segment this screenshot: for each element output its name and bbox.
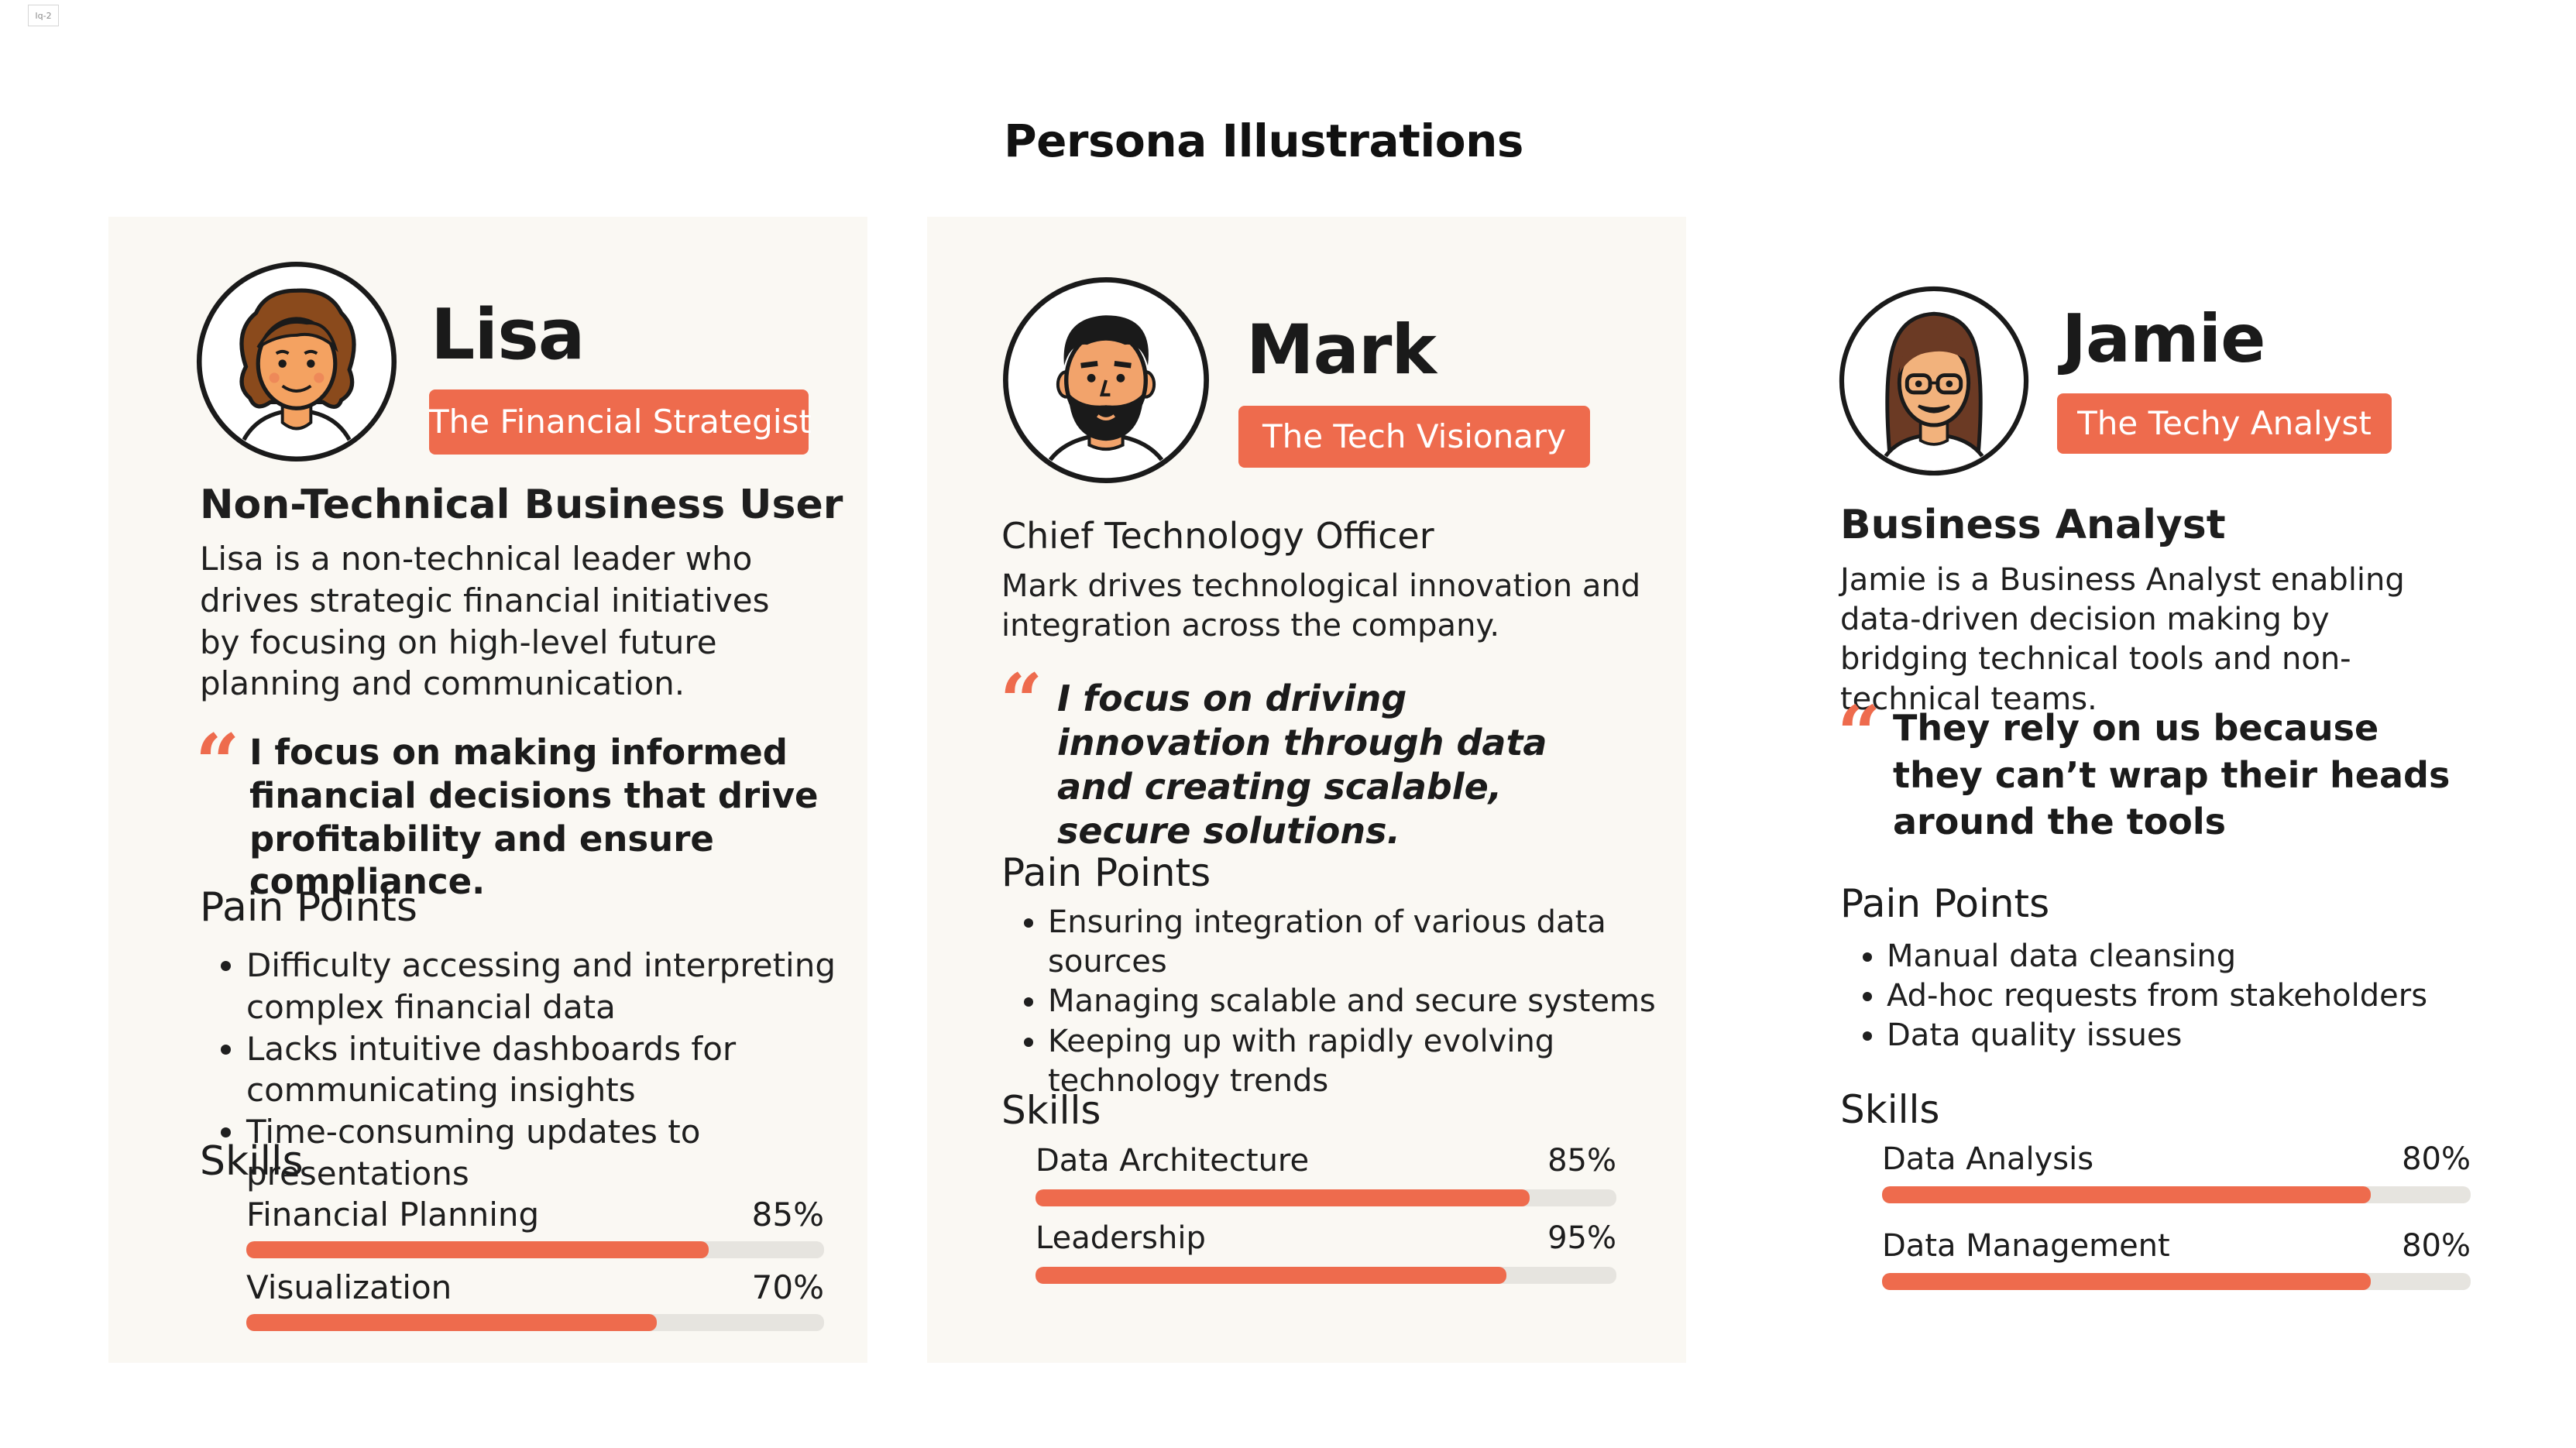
persona-role: Chief Technology Officer — [1001, 515, 1434, 557]
pain-point-item: Keeping up with rapidly evolving technol… — [1048, 1022, 1698, 1101]
pain-points-list: Manual data cleansing Ad-hoc requests fr… — [1840, 937, 2506, 1056]
skill-progress-bar — [1036, 1267, 1616, 1284]
pain-point-item: Managing scalable and secure systems — [1048, 982, 1698, 1021]
skill-progress-bar — [1882, 1186, 2471, 1203]
skill-label: Visualization — [246, 1268, 452, 1306]
skill-leadership: Leadership 95% — [1036, 1220, 1616, 1284]
skill-progress-bar — [246, 1241, 824, 1258]
skill-label: Data Architecture — [1036, 1143, 1309, 1179]
quote-icon: “ — [195, 724, 240, 801]
quote-icon: “ — [1000, 664, 1042, 739]
skills-title: Skills — [1001, 1088, 1101, 1133]
skill-progress-bar — [246, 1314, 824, 1331]
pain-point-item: Ad-hoc requests from stakeholders — [1887, 976, 2506, 1016]
skills-title: Skills — [1840, 1087, 1939, 1132]
persona-card-jamie: Jamie The Techy Analyst Business Analyst… — [1749, 217, 2508, 1363]
pain-point-item: Ensuring integration of various data sou… — [1048, 903, 1698, 982]
pain-points-title: Pain Points — [200, 884, 417, 931]
skill-percent: 80% — [2402, 1228, 2471, 1264]
page-title: Persona Illustrations — [0, 115, 2527, 167]
persona-description: Jamie is a Business Analyst enabling dat… — [1840, 561, 2460, 719]
skill-label: Leadership — [1036, 1220, 1206, 1256]
skill-financial-planning: Financial Planning 85% — [246, 1196, 824, 1258]
persona-quote: They rely on us because they can’t wrap … — [1893, 705, 2451, 846]
skill-progress-fill — [1882, 1273, 2371, 1290]
pain-point-item: Lacks intuitive dashboards for communica… — [246, 1028, 897, 1112]
pain-points-list: Difficulty accessing and interpreting co… — [200, 945, 897, 1195]
pain-points-title: Pain Points — [1001, 850, 1211, 895]
skill-progress-fill — [1036, 1189, 1530, 1206]
persona-quote: I focus on making informed financial dec… — [249, 731, 861, 904]
skills-title: Skills — [200, 1138, 304, 1185]
pain-points-list: Ensuring integration of various data sou… — [1001, 903, 1698, 1101]
persona-description: Mark drives technological innovation and… — [1001, 567, 1644, 646]
persona-card-mark: Mark The Tech Visionary Chief Technology… — [927, 217, 1686, 1363]
pain-point-item: Difficulty accessing and interpreting co… — [246, 945, 897, 1028]
skill-progress-fill — [246, 1314, 657, 1331]
skill-percent: 70% — [752, 1268, 824, 1306]
skill-data-management: Data Management 80% — [1882, 1228, 2471, 1290]
skill-label: Financial Planning — [246, 1196, 539, 1234]
persona-quote: I focus on driving innovation through da… — [1057, 677, 1615, 853]
skill-progress-bar — [1882, 1273, 2471, 1290]
skill-progress-bar — [1036, 1189, 1616, 1206]
pain-point-item: Data quality issues — [1887, 1016, 2506, 1055]
persona-role: Business Analyst — [1840, 502, 2226, 548]
pain-point-item: Manual data cleansing — [1887, 937, 2506, 976]
skill-visualization: Visualization 70% — [246, 1268, 824, 1331]
skill-percent: 85% — [1547, 1143, 1616, 1179]
quote-icon: “ — [1837, 697, 1880, 773]
woman-glasses-avatar-icon — [1838, 285, 2030, 477]
skill-percent: 80% — [2402, 1141, 2471, 1177]
skill-label: Data Management — [1882, 1228, 2170, 1264]
skill-data-architecture: Data Architecture 85% — [1036, 1143, 1616, 1206]
skill-progress-fill — [1036, 1267, 1506, 1284]
skill-percent: 85% — [752, 1196, 824, 1234]
persona-tagline-badge: The Techy Analyst — [2057, 393, 2392, 454]
woman-curly-hair-avatar-icon — [195, 260, 398, 463]
pain-points-title: Pain Points — [1840, 881, 2049, 926]
persona-name: Jamie — [2062, 300, 2265, 378]
persona-description: Lisa is a non-technical leader who drive… — [200, 538, 819, 705]
persona-role: Non-Technical Business User — [200, 482, 843, 528]
skill-data-analysis: Data Analysis 80% — [1882, 1141, 2471, 1203]
pain-point-item: Time-consuming updates to presentations — [246, 1111, 897, 1195]
skill-percent: 95% — [1547, 1220, 1616, 1256]
persona-name: Lisa — [431, 294, 585, 376]
persona-tagline-badge: The Tech Visionary — [1238, 406, 1590, 468]
page-tag: Iq-2 — [28, 5, 59, 26]
persona-tagline-badge: The Financial Strategist — [429, 389, 809, 455]
persona-card-lisa: Lisa The Financial Strategist Non-Techni… — [108, 217, 867, 1363]
skill-progress-fill — [1882, 1186, 2371, 1203]
skill-label: Data Analysis — [1882, 1141, 2093, 1177]
persona-name: Mark — [1246, 310, 1436, 389]
skill-progress-fill — [246, 1241, 709, 1258]
man-beard-avatar-icon — [1001, 276, 1211, 485]
